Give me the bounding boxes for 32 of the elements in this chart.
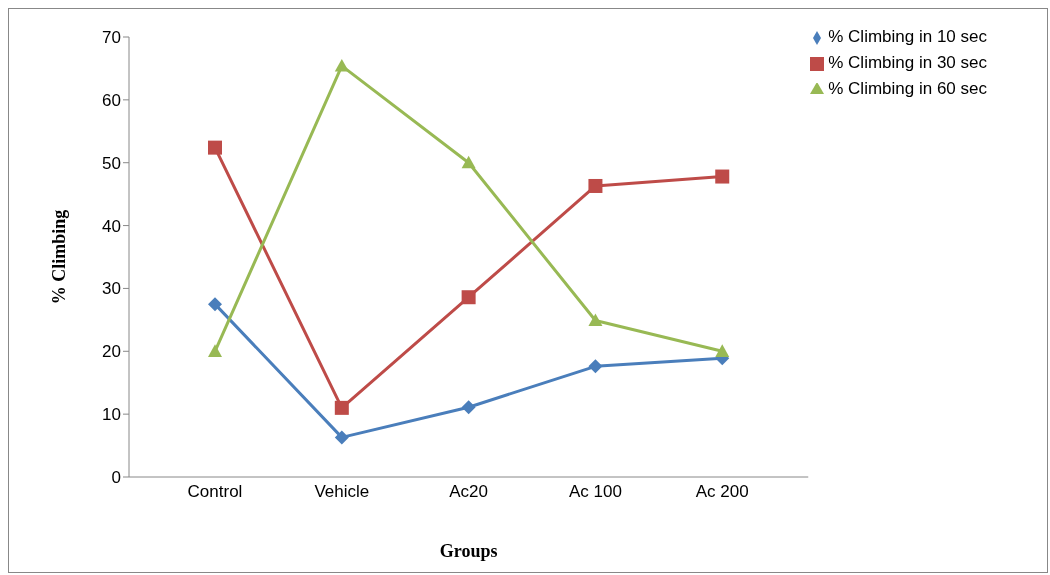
legend-label: % Climbing in 30 sec [828, 53, 987, 72]
y-tick-label: 50 [102, 153, 121, 173]
y-tick-label: 60 [102, 90, 121, 110]
x-tick-label: Vehicle [314, 482, 370, 502]
y-tick-label: 70 [102, 28, 121, 48]
x-tick-label: Ac 100 [568, 482, 622, 502]
y-tick-label: 10 [102, 405, 121, 425]
point [208, 344, 222, 357]
legend-label: % Climbing in 10 sec [828, 27, 987, 46]
y-tick-label: 0 [111, 468, 121, 488]
y-tick-label: 20 [102, 342, 121, 362]
point [461, 290, 476, 305]
legend-label: % Climbing in 60 sec [828, 79, 987, 98]
x-axis-title: Groups [439, 541, 498, 561]
point [588, 359, 603, 374]
point [334, 430, 349, 445]
point [461, 400, 476, 415]
x-tick-label: Control [187, 482, 243, 502]
point [461, 155, 476, 169]
y-axis-title: % Climbing [49, 209, 70, 305]
x-tick-label: Ac 200 [695, 482, 749, 502]
point [715, 169, 730, 184]
point [334, 400, 349, 415]
point [334, 58, 349, 72]
point [208, 140, 222, 155]
x-tick-label: Ac20 [449, 482, 488, 502]
point [588, 313, 603, 327]
point [715, 344, 730, 357]
y-tick-label: 40 [102, 216, 121, 236]
point [208, 297, 222, 312]
y-tick-label: 30 [102, 279, 121, 299]
point [588, 178, 603, 193]
